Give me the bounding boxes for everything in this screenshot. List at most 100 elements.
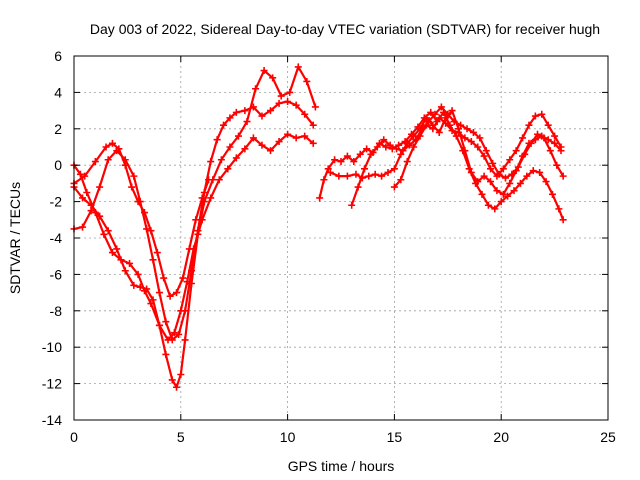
data-point <box>422 121 430 129</box>
data-point <box>559 172 567 180</box>
data-point <box>311 103 319 111</box>
data-point <box>91 209 99 217</box>
data-point <box>416 132 424 140</box>
data-point <box>260 67 268 75</box>
data-point <box>395 141 403 149</box>
data-point <box>551 132 559 140</box>
data-point <box>454 128 462 136</box>
data-point <box>104 227 112 235</box>
data-point <box>390 183 398 191</box>
data-point <box>555 205 563 213</box>
data-point <box>234 132 242 140</box>
data-point <box>126 259 134 267</box>
x-tick-label: 10 <box>280 429 296 445</box>
data-point <box>427 108 435 116</box>
data-point <box>115 145 123 153</box>
data-point <box>365 172 373 180</box>
data-point <box>551 139 559 147</box>
data-point <box>155 321 163 329</box>
data-point <box>232 108 240 116</box>
y-tick-label: -4 <box>50 230 63 246</box>
data-point <box>501 174 509 182</box>
data-point <box>474 178 482 186</box>
data-point <box>267 107 275 115</box>
data-point <box>337 158 345 166</box>
data-point <box>499 165 507 173</box>
series-4 <box>70 139 213 300</box>
data-point <box>162 350 170 358</box>
data-point <box>487 178 495 186</box>
data-point <box>81 172 89 180</box>
data-point <box>476 134 484 142</box>
data-point <box>143 225 151 233</box>
data-point <box>284 98 292 105</box>
data-point <box>410 143 418 151</box>
data-point <box>113 245 121 253</box>
series-8 <box>390 110 565 191</box>
data-point <box>352 170 360 178</box>
data-point <box>104 156 112 164</box>
y-tick-label: 0 <box>54 157 62 173</box>
data-point <box>207 194 215 202</box>
data-point <box>393 145 401 153</box>
data-point <box>519 134 527 142</box>
data-point <box>79 223 87 231</box>
data-point <box>527 139 535 147</box>
y-axis-title: SDTVAR / TECUs <box>7 182 23 294</box>
data-point <box>91 158 99 166</box>
x-axis-title: GPS time / hours <box>288 458 395 474</box>
data-point <box>134 270 142 278</box>
data-point <box>215 176 223 184</box>
data-point <box>166 292 174 300</box>
data-point <box>378 172 386 180</box>
data-point <box>187 280 195 287</box>
y-tick-label: -10 <box>42 339 62 355</box>
data-point <box>529 167 537 175</box>
data-point <box>181 336 189 344</box>
data-point <box>241 145 249 153</box>
data-point <box>232 154 240 162</box>
data-point <box>450 118 458 126</box>
series-line <box>318 111 565 221</box>
data-point <box>149 256 157 264</box>
data-point <box>480 172 488 180</box>
data-point <box>534 130 542 138</box>
data-point <box>275 138 283 146</box>
y-tick-label: -14 <box>42 412 62 428</box>
data-point <box>301 132 309 140</box>
data-point <box>292 101 300 109</box>
data-point <box>386 141 394 149</box>
data-point <box>548 190 556 198</box>
data-point <box>371 170 379 178</box>
data-point <box>510 187 518 195</box>
data-point <box>448 107 456 115</box>
data-point <box>399 147 407 155</box>
data-point <box>504 192 512 200</box>
y-tick-label: -8 <box>50 303 63 319</box>
data-point <box>294 63 302 71</box>
data-point <box>243 118 251 126</box>
data-point <box>493 172 501 180</box>
data-point <box>390 165 398 173</box>
data-point <box>538 110 546 118</box>
data-point <box>269 74 277 82</box>
data-point <box>177 371 185 378</box>
x-tick-labels: 0 5 10 15 20 25 <box>70 429 616 445</box>
data-point <box>435 128 443 136</box>
data-point <box>516 179 524 187</box>
data-point <box>249 134 257 142</box>
data-point <box>410 132 418 140</box>
data-point <box>437 103 445 111</box>
data-point <box>514 163 522 171</box>
data-point <box>175 330 183 338</box>
data-point <box>380 136 388 144</box>
data-point <box>452 132 460 140</box>
data-point <box>140 287 148 295</box>
data-point <box>348 201 356 209</box>
y-tick-label: 2 <box>54 121 62 137</box>
data-point <box>506 179 514 187</box>
series-3 <box>70 130 317 344</box>
data-point <box>108 249 116 257</box>
